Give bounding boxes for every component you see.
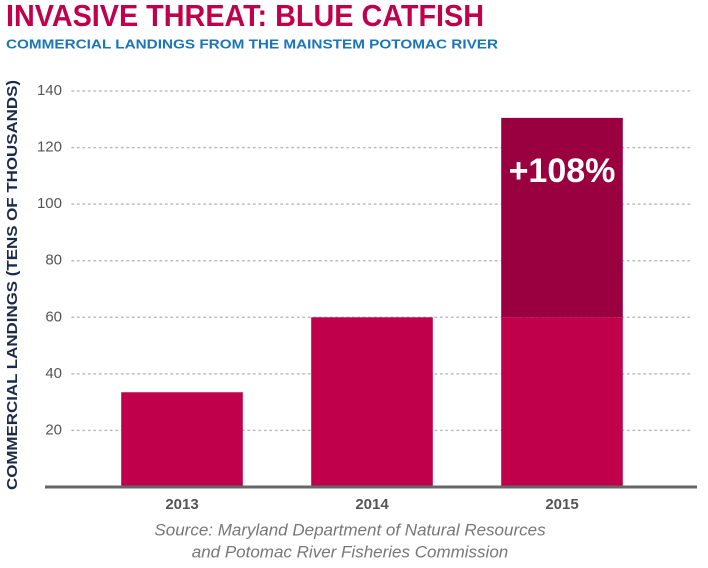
bar <box>501 117 623 318</box>
chart-subtitle: COMMERCIAL LANDINGS FROM THE MAINSTEM PO… <box>6 36 499 51</box>
bar <box>501 317 623 487</box>
source-note: and Potomac River Fisheries Commission <box>192 542 509 561</box>
y-tick-label: 120 <box>37 139 62 156</box>
x-tick-label: 2014 <box>355 496 389 513</box>
y-tick-label: 20 <box>45 421 62 438</box>
source-note: Source: Maryland Department of Natural R… <box>154 520 546 539</box>
y-tick-label: 100 <box>37 195 62 212</box>
bar <box>121 392 243 487</box>
chart-title: INVASIVE THREAT: BLUE CATFISH <box>6 0 484 33</box>
bar <box>311 317 433 487</box>
y-tick-label: 140 <box>37 82 62 99</box>
x-tick-label: 2015 <box>545 496 578 513</box>
y-tick-label: 80 <box>45 252 62 269</box>
annotation: +108% <box>509 152 616 190</box>
y-axis-label: COMMERCIAL LANDINGS (TENS OF THOUSANDS) <box>4 80 21 490</box>
y-tick-label: 40 <box>45 365 62 382</box>
x-tick-label: 2013 <box>165 496 198 513</box>
y-tick-label: 60 <box>45 308 62 325</box>
